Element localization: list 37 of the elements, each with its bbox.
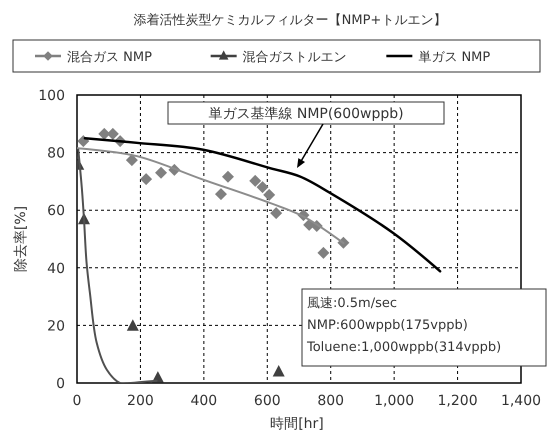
y-tick-label: 80: [47, 146, 65, 162]
x-tick-label: 1,200: [438, 393, 478, 409]
x-tick-label: 200: [127, 393, 154, 409]
point: [263, 188, 276, 201]
point: [126, 319, 139, 331]
annotation: Toluene:1,000wppb(314vppb): [306, 340, 502, 355]
y-axis-title: 除去率[%]: [13, 206, 29, 272]
point: [317, 246, 330, 259]
point: [256, 181, 269, 194]
x-tick-label: 800: [317, 393, 344, 409]
y-tick-label: 100: [38, 88, 65, 104]
point: [214, 188, 227, 200]
y-tick-label: 0: [56, 376, 65, 392]
y-tick-label: 60: [47, 203, 65, 220]
legend-label: 単ガス NMP: [418, 50, 490, 65]
point: [140, 173, 152, 186]
y-tick-label: 40: [47, 260, 65, 277]
y-tick-label: 20: [47, 318, 65, 334]
legend-label: 混合ガス NMP: [67, 50, 152, 65]
x-tick-label: 1,400: [500, 393, 542, 409]
x-tick-label: 0: [72, 393, 82, 409]
annotation: 単ガス基準線 NMP(600wppb): [208, 106, 404, 122]
x-tick-label: 1,000: [374, 393, 414, 409]
point: [155, 166, 168, 179]
point: [126, 154, 138, 166]
point: [222, 170, 234, 183]
legend-label: 混合ガストルエン: [242, 50, 347, 65]
point: [77, 135, 90, 148]
chart-title: 添着活性炭型ケミカルフィルター【NMP+トルエン】: [134, 12, 446, 28]
x-axis-title: 時間[hr]: [270, 416, 324, 432]
x-tick-label: 600: [254, 393, 281, 409]
x-tick-label: 400: [190, 393, 218, 409]
annotation: NMP:600wppb(175vppb): [307, 318, 468, 333]
point: [272, 365, 285, 377]
point: [270, 207, 282, 220]
point: [249, 174, 262, 187]
annotation: 風速:0.5m/sec: [307, 296, 398, 311]
